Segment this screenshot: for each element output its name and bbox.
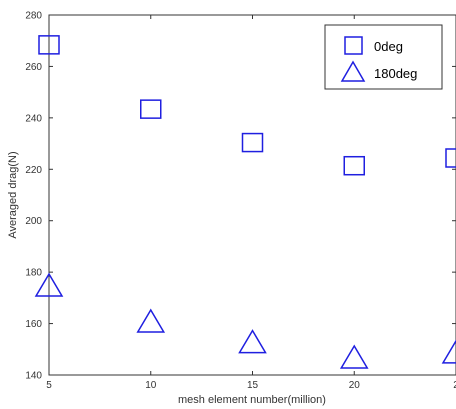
- y-tick-label: 220: [25, 165, 42, 176]
- y-axis: 140 160 180 200 220 240 260 280: [25, 11, 456, 382]
- y-tick-label: 140: [25, 371, 42, 382]
- y-tick-label: 240: [25, 113, 42, 124]
- marker-180deg: [441, 339, 456, 364]
- legend-box: [324, 24, 443, 90]
- x-axis-title: mesh element number(million): [178, 394, 326, 406]
- y-tick-label: 180: [25, 268, 42, 279]
- x-tick-label: 15: [247, 380, 259, 391]
- legend-square-marker: [344, 36, 363, 55]
- marker-180deg: [136, 308, 166, 333]
- legend-label-180deg: 180deg: [374, 66, 417, 81]
- marker-0deg: [38, 35, 60, 55]
- x-tick-label: 5: [46, 380, 52, 391]
- data-markers: [34, 35, 456, 369]
- marker-180deg: [339, 344, 369, 369]
- marker-0deg: [445, 148, 456, 168]
- y-tick-label: 260: [25, 62, 42, 73]
- x-tick-label: 10: [145, 380, 157, 391]
- x-tick-label: 20: [349, 380, 361, 391]
- marker-0deg: [140, 99, 162, 119]
- legend: 0deg 180deg: [324, 24, 443, 90]
- y-tick-label: 200: [25, 216, 42, 227]
- marker-0deg: [343, 155, 365, 176]
- legend-label-0deg: 0deg: [374, 39, 403, 54]
- x-tick-label: 2: [453, 380, 456, 391]
- y-tick-label: 280: [25, 11, 42, 22]
- legend-triangle-marker: [340, 60, 366, 82]
- x-axis: 5 10 15 20 2: [46, 15, 456, 391]
- marker-0deg: [241, 132, 264, 153]
- marker-180deg: [238, 329, 267, 354]
- y-tick-label: 160: [25, 319, 42, 330]
- marker-180deg: [34, 272, 64, 297]
- y-axis-title: Averaged drag(N): [7, 151, 19, 238]
